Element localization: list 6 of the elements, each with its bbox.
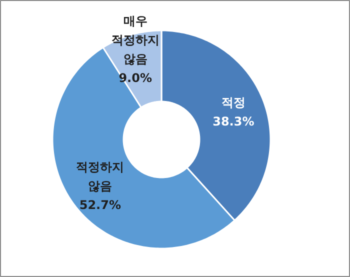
data-label: 38.3% [212, 114, 254, 128]
slice-label: 적정하지 않음 [76, 160, 124, 194]
data-label: 9.0% [118, 70, 152, 85]
data-label: 52.7% [79, 198, 121, 212]
slice-label: 적정 [221, 95, 246, 110]
slice-label: 매우 적정하지 않음 [111, 14, 160, 66]
